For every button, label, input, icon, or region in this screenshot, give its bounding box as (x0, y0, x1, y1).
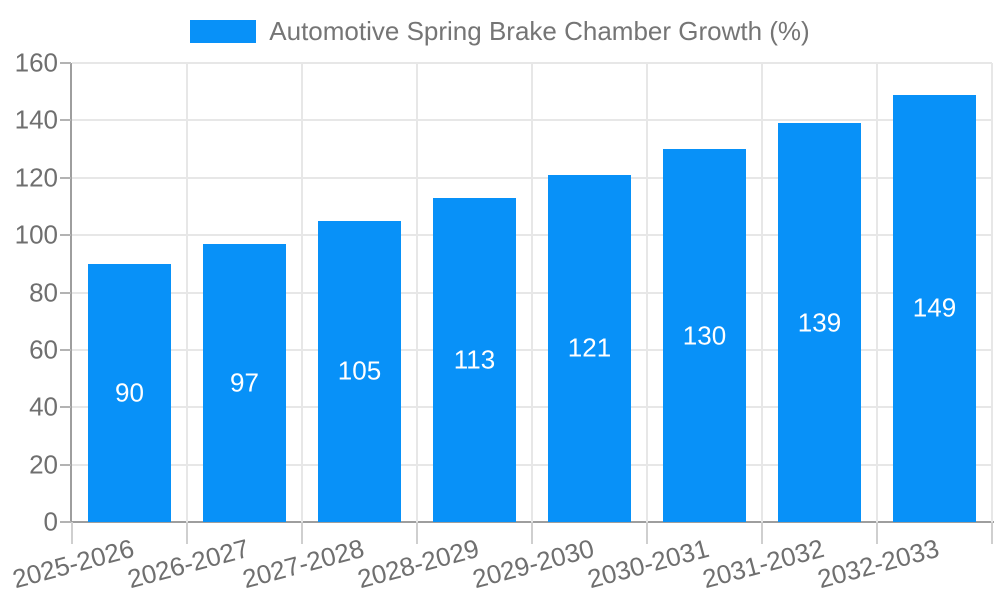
x-axis-tick (186, 522, 188, 544)
gridline-vertical (991, 63, 993, 522)
bar[interactable]: 121 (548, 174, 631, 522)
bar[interactable]: 139 (778, 123, 861, 522)
x-axis-category-label: 2029-2030 (469, 533, 598, 595)
y-axis-ticks (60, 62, 71, 523)
bar-value-label: 121 (567, 332, 612, 363)
y-axis-tick (60, 291, 71, 294)
gridline-vertical (531, 63, 533, 522)
y-axis-tick (60, 348, 71, 351)
x-axis-tick (761, 522, 763, 544)
x-axis-tick (876, 522, 878, 544)
y-axis-tick-label: 60 (29, 334, 58, 365)
x-axis-tick (71, 522, 73, 544)
legend: Automotive Spring Brake Chamber Growth (… (0, 17, 1000, 45)
x-axis-tick (991, 522, 993, 544)
x-axis-category-label: 2032-2033 (814, 533, 943, 595)
bar[interactable]: 113 (433, 197, 516, 522)
y-axis-tick-label: 100 (14, 219, 58, 250)
x-axis-category-label: 2028-2029 (354, 533, 483, 595)
gridline-vertical (646, 63, 648, 522)
y-axis-tick (60, 234, 71, 237)
x-axis-tick (301, 522, 303, 544)
x-axis-tick (416, 522, 418, 544)
x-axis-category-label: 2027-2028 (239, 533, 368, 595)
y-axis-tick-label: 120 (14, 162, 58, 193)
bar-value-label: 105 (337, 355, 382, 386)
gridline-vertical (761, 63, 763, 522)
y-axis-tick (60, 119, 71, 122)
bar-value-label: 113 (453, 344, 496, 375)
y-axis-line (70, 63, 72, 522)
bar[interactable]: 97 (203, 243, 286, 522)
gridline-vertical (416, 63, 418, 522)
y-axis-tick (60, 521, 71, 523)
bar-value-label: 97 (230, 367, 259, 398)
bar-value-label: 90 (115, 377, 144, 408)
bar-value-label: 130 (682, 320, 727, 351)
bar[interactable]: 90 (88, 263, 171, 522)
x-axis-category-label: 2025-2026 (9, 533, 138, 595)
bar-value-label: 149 (912, 292, 957, 323)
y-axis-tick-label: 80 (29, 277, 58, 307)
x-axis-category-label: 2031-2032 (699, 533, 828, 595)
x-axis-labels: 2025-2026 2026-2027 2027-2028 2028-2029 2029… (9, 533, 992, 597)
y-axis-tick-label: 0 (43, 506, 58, 537)
x-axis-category-label: 2026-2027 (124, 533, 253, 595)
y-axis-tick (60, 463, 71, 466)
gridline-vertical (876, 63, 878, 522)
x-axis-tick (531, 522, 533, 544)
y-axis-tick (60, 62, 71, 64)
legend-label: Automotive Spring Brake Chamber Growth (… (269, 16, 810, 46)
bar[interactable]: 130 (663, 149, 746, 522)
bar[interactable]: 149 (893, 94, 976, 522)
bar[interactable]: 105 (318, 220, 401, 522)
x-axis-category-label: 2030-2031 (584, 533, 713, 595)
y-axis-labels: 0 20 40 60 80 100 120 140 160 (0, 48, 58, 537)
y-axis-tick-label: 160 (14, 47, 58, 78)
gridline-vertical (186, 63, 188, 522)
legend-swatch-icon (190, 19, 257, 43)
gridline-vertical (301, 63, 303, 522)
plot-area: 90 97 105 113 121 130 139 149 (72, 62, 993, 522)
y-axis-tick (60, 406, 71, 409)
y-axis-tick-label: 40 (29, 391, 58, 422)
y-axis-tick (60, 176, 71, 179)
bar-value-label: 139 (797, 307, 842, 338)
legend-item[interactable]: Automotive Spring Brake Chamber Growth (… (190, 16, 810, 46)
y-axis-tick-label: 140 (14, 104, 58, 135)
x-axis-tick (646, 522, 648, 544)
y-axis-tick-label: 20 (29, 449, 58, 480)
x-axis-ticks (71, 522, 993, 544)
